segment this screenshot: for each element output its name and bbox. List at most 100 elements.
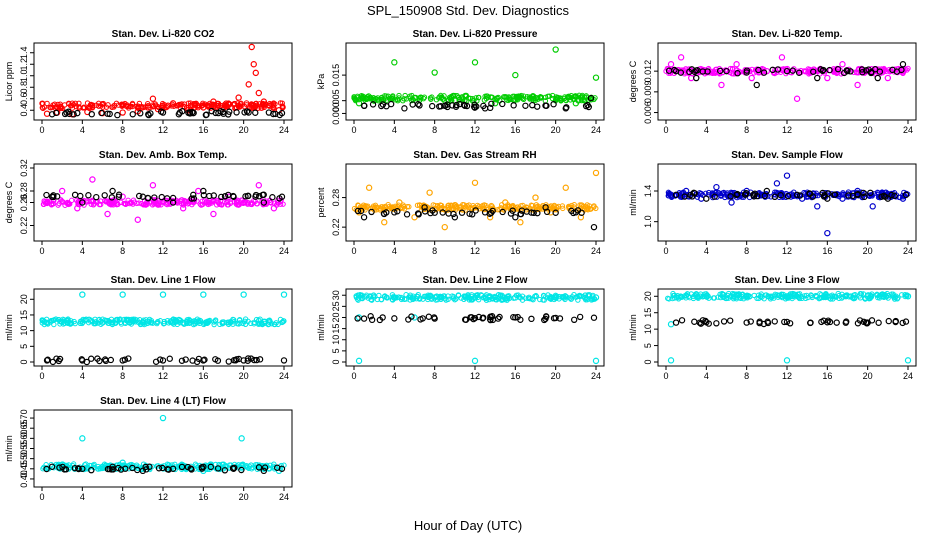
- panel-title: Stan. Dev. Line 4 (LT) Flow: [100, 396, 226, 407]
- data-point: [362, 97, 368, 103]
- data-point: [159, 291, 167, 298]
- data-point: [368, 316, 376, 324]
- data-point: [532, 94, 539, 102]
- data-point: [276, 111, 283, 119]
- data-point: [665, 295, 671, 302]
- data-point: [102, 357, 110, 365]
- data-point: [209, 465, 215, 471]
- data-point: [713, 320, 720, 327]
- x-tick-label: 0: [351, 246, 356, 256]
- data-point: [391, 315, 398, 322]
- data-point: [481, 97, 488, 103]
- data-point: [122, 201, 128, 207]
- data-point: [179, 205, 187, 212]
- data-point: [74, 205, 81, 212]
- data-point: [404, 203, 411, 210]
- data-point: [882, 193, 889, 200]
- data-point: [74, 109, 81, 117]
- data-point: [748, 74, 755, 82]
- x-tick-label: 20: [551, 125, 561, 135]
- data-point: [560, 294, 567, 300]
- x-tick-label: 0: [351, 125, 356, 135]
- data-point: [391, 294, 398, 301]
- data-point: [450, 210, 457, 218]
- panel-title: Stan. Dev. Line 3 Flow: [735, 275, 840, 286]
- data-point: [102, 198, 108, 204]
- data-point: [431, 69, 438, 76]
- series-1: [351, 46, 600, 107]
- data-point: [681, 193, 688, 200]
- data-point: [840, 190, 846, 196]
- data-point: [187, 199, 193, 205]
- data-point: [473, 292, 480, 299]
- data-point: [396, 199, 403, 206]
- data-point: [471, 59, 479, 66]
- panel-3: Stan. Dev. Li-820 Temp.0 4 8 12 16 20 240.0060…: [628, 29, 917, 135]
- data-point: [144, 194, 151, 202]
- data-point: [401, 204, 407, 210]
- x-tick-label: 12: [158, 246, 168, 256]
- data-point: [113, 316, 120, 323]
- data-point: [541, 297, 547, 303]
- data-point: [49, 104, 55, 110]
- data-point: [455, 292, 462, 298]
- data-point: [471, 294, 479, 301]
- data-point: [255, 182, 262, 189]
- y-tick-label: 0.000: [331, 102, 341, 125]
- data-point: [555, 203, 562, 210]
- data-point: [821, 294, 827, 300]
- y-tick-label: 5: [19, 344, 29, 349]
- data-point: [566, 94, 572, 100]
- y-tick-label: 15: [331, 324, 341, 334]
- y-tick-label: 0.6: [19, 92, 29, 105]
- data-point: [44, 100, 50, 107]
- data-point: [47, 104, 53, 111]
- data-point: [243, 100, 250, 106]
- series-1: [665, 172, 911, 237]
- data-point: [592, 169, 600, 177]
- data-point: [733, 291, 740, 297]
- data-point: [517, 316, 524, 323]
- x-tick-label: 4: [704, 246, 709, 256]
- data-point: [813, 190, 819, 196]
- x-tick-label: 16: [198, 246, 208, 256]
- series-1: [351, 169, 600, 231]
- data-point: [875, 294, 881, 301]
- data-point: [170, 316, 177, 322]
- data-point: [783, 293, 791, 300]
- data-point: [436, 94, 443, 100]
- data-point: [251, 321, 257, 327]
- data-point: [466, 210, 473, 217]
- data-point: [88, 201, 94, 207]
- data-point: [52, 109, 60, 117]
- x-tick-label: 12: [782, 246, 792, 256]
- data-point: [464, 203, 470, 209]
- y-tick-label: 0.32: [19, 159, 29, 177]
- data-point: [904, 293, 912, 300]
- data-point: [387, 100, 395, 108]
- x-tick-label: 20: [239, 125, 249, 135]
- data-point: [148, 318, 155, 324]
- data-point: [47, 319, 54, 325]
- series-1: [39, 43, 286, 118]
- data-point: [199, 198, 205, 204]
- data-point: [252, 109, 259, 116]
- data-point: [437, 103, 444, 110]
- data-point: [826, 66, 833, 74]
- data-point: [584, 295, 590, 301]
- y-tick-label: 1.0: [19, 69, 29, 82]
- x-tick-label: 16: [510, 371, 520, 381]
- data-point: [226, 108, 233, 115]
- y-tick-label: 0: [643, 359, 653, 364]
- data-point: [875, 194, 882, 201]
- data-point: [465, 95, 472, 101]
- data-point: [259, 191, 266, 199]
- data-point: [520, 96, 527, 103]
- panel-5: Stan. Dev. Gas Stream RH 0 4 8 12 16 20 24 0.22 0…: [316, 150, 605, 256]
- data-point: [145, 100, 151, 107]
- panel-frame: [657, 163, 917, 242]
- data-point: [225, 101, 232, 108]
- data-point: [372, 202, 379, 209]
- data-point: [781, 318, 788, 326]
- data-point: [730, 294, 737, 300]
